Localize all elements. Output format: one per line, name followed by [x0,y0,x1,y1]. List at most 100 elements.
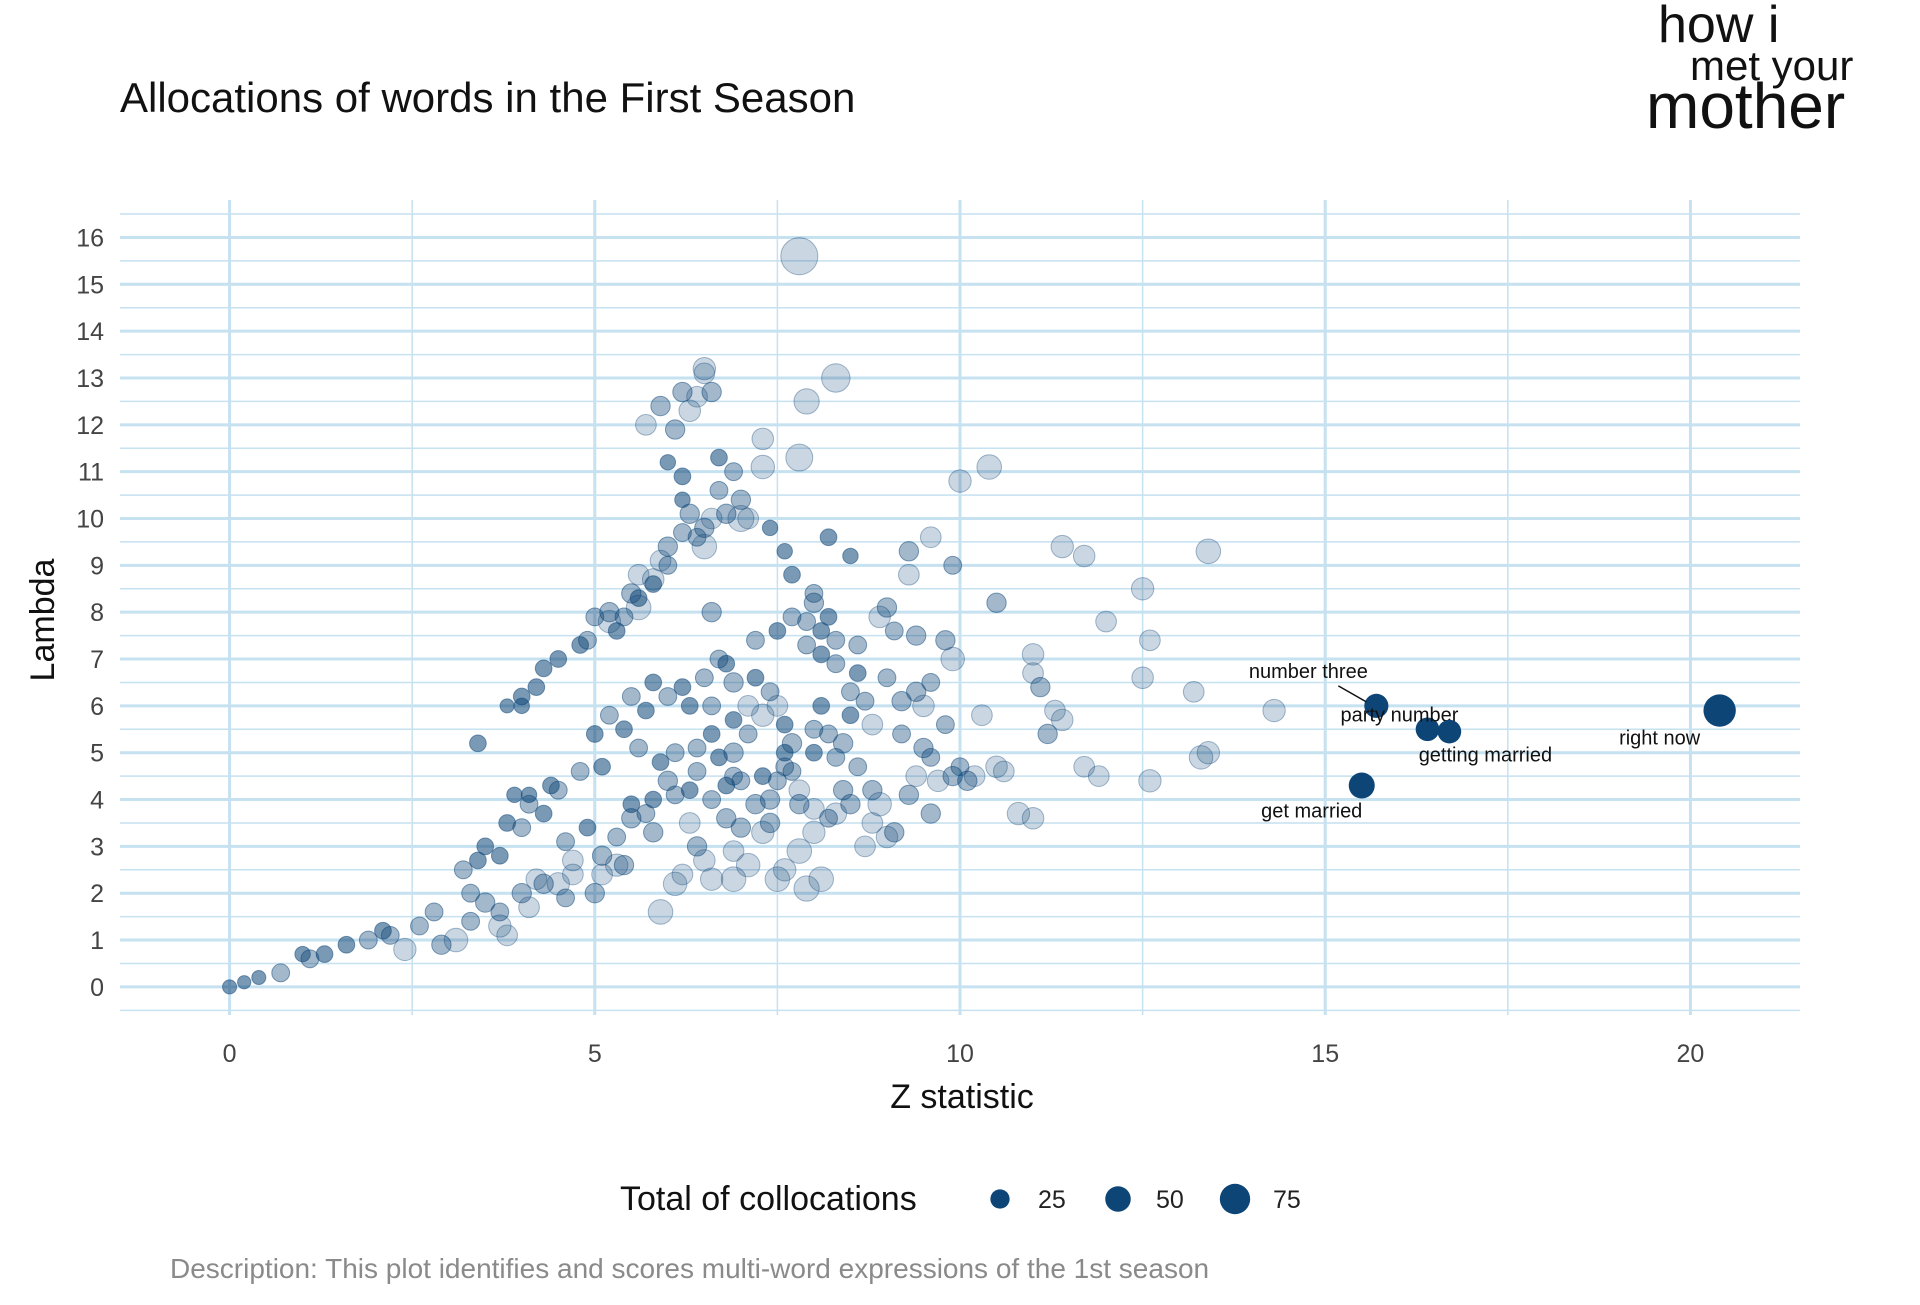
data-point [724,711,743,729]
data-point [585,607,605,627]
data-point [1037,723,1058,745]
data-point [490,902,510,922]
data-point [848,635,868,655]
y-axis-label: Lambda [24,558,62,681]
x-tick-label: 10 [946,1040,974,1068]
data-point [862,780,883,801]
data-point [832,733,854,754]
data-point [635,413,657,436]
data-point [410,916,429,936]
data-point [671,863,694,886]
data-point [621,808,642,829]
data-point [805,743,823,762]
x-tick-label: 20 [1677,1040,1705,1068]
data-point [797,612,817,631]
data-point [453,860,473,880]
data-point [737,695,760,717]
data-point [1195,538,1222,565]
y-tick-label: 15 [76,271,104,299]
y-tick-label: 6 [90,693,104,721]
data-point [694,517,715,539]
data-point [693,849,716,872]
legend-size-swatch [1219,1183,1251,1215]
data-point [644,790,663,809]
data-point [1006,801,1031,826]
data-point [709,480,729,500]
data-point [768,622,787,640]
data-point [499,698,515,714]
data-point [775,715,794,734]
labeled-data-point [1348,772,1375,799]
data-point [691,533,718,560]
data-point [793,388,820,415]
data-point [511,883,532,904]
data-point [735,852,761,878]
logo-line-2: met your [1690,42,1853,89]
y-tick-label: 4 [90,787,104,815]
data-point [912,694,935,718]
data-point [884,822,905,843]
y-tick-label: 9 [90,552,104,580]
data-point [1182,680,1205,703]
data-point [613,854,635,876]
data-point [1072,544,1096,568]
data-point [971,704,993,727]
data-point [627,563,650,586]
data-point [699,867,724,891]
data-point [710,448,728,467]
data-point [680,781,699,800]
data-point [702,725,721,743]
data-point [898,541,920,562]
data-point [1021,807,1045,830]
data-point [876,597,898,618]
data-point [686,836,708,857]
data-point [802,820,826,845]
y-tick-label: 7 [90,646,104,674]
data-point [950,757,970,777]
data-point [488,914,512,938]
data-point [723,742,744,763]
legend-title: Total of collocations [620,1180,917,1218]
x-axis-label: Z statistic [890,1078,1034,1116]
data-point [701,602,722,623]
point-annotation: number three [1249,661,1368,683]
data-point [701,381,722,403]
legend: Total of collocations 25 50 75 [620,1180,1301,1218]
data-point [724,462,743,482]
y-tick-label: 1 [90,927,104,955]
data-point [891,691,912,712]
data-point [662,871,688,897]
data-point [674,491,691,509]
data-point [431,934,452,955]
data-point [906,625,927,646]
data-point [720,866,747,892]
data-point [760,682,780,702]
data-point [730,817,752,838]
y-tick-label: 11 [78,459,104,487]
legend-items: 25 50 75 [990,1183,1301,1215]
data-point [832,780,854,801]
data-point [842,547,859,565]
data-point [921,673,941,692]
data-point [785,443,814,472]
y-tick-label: 14 [76,318,104,346]
y-tick-label: 0 [90,974,104,1002]
data-point [380,925,400,945]
data-point [687,762,707,781]
data-point [773,858,797,882]
data-point [854,835,876,858]
data-point [884,621,904,641]
data-point [659,454,677,471]
point-annotation: party number [1341,704,1459,726]
data-point [1095,610,1117,633]
data-point [650,395,671,417]
data-point [782,762,802,781]
data-point [622,795,641,814]
data-point [629,589,648,607]
data-point [855,691,875,711]
data-point [1262,698,1286,723]
data-point [808,866,835,892]
data-point [533,873,554,895]
